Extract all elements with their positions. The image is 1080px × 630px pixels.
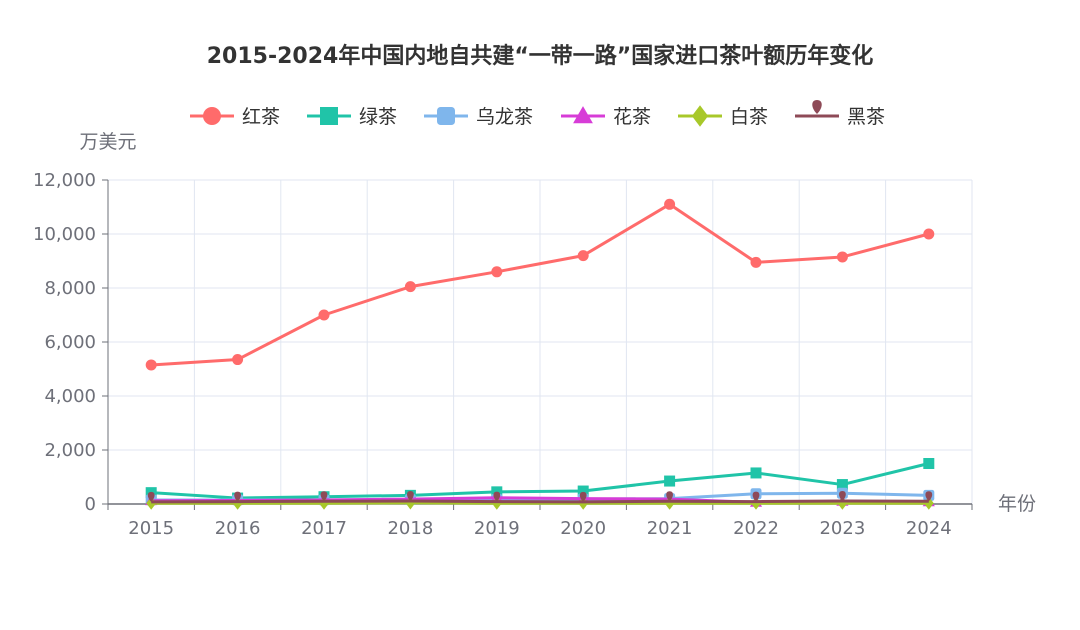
data-point (145, 359, 157, 371)
legend-item[interactable]: 白茶 (678, 105, 768, 128)
legend[interactable]: 红茶 绿茶 乌龙茶 花茶 白茶 黑茶 (190, 100, 885, 128)
data-point (923, 496, 934, 510)
data-point (491, 496, 502, 510)
data-point (579, 491, 587, 502)
y-tick-label: 0 (85, 494, 96, 515)
data-point (320, 491, 328, 502)
data-point (925, 491, 933, 502)
data-point (404, 281, 416, 293)
series-5 (147, 491, 933, 504)
legend-item[interactable]: 红茶 (190, 106, 280, 128)
y-tick-label: 2,000 (44, 440, 96, 461)
legend-triangle-icon (573, 106, 593, 124)
data-point (577, 250, 589, 262)
legend-item[interactable]: 绿茶 (307, 106, 397, 128)
series-layer (145, 198, 935, 510)
data-point (232, 354, 244, 366)
legend-square-icon (320, 107, 338, 125)
series-0 (145, 198, 935, 371)
grid (107, 179, 973, 504)
data-point (836, 251, 848, 263)
data-point (577, 485, 589, 497)
data-point (923, 228, 935, 240)
x-tick-label: 2017 (301, 518, 347, 539)
legend-item[interactable]: 黑茶 (795, 100, 885, 128)
series-line (151, 202, 930, 367)
x-tick-label: 2021 (647, 518, 693, 539)
x-tick-label: 2018 (387, 518, 433, 539)
x-tick-label: 2016 (215, 518, 261, 539)
data-point (664, 475, 676, 487)
legend-item[interactable]: 花茶 (561, 106, 651, 128)
legend-circle-icon (203, 107, 221, 125)
legend-item[interactable]: 乌龙茶 (424, 106, 533, 128)
data-point (750, 467, 762, 479)
legend-label: 红茶 (242, 106, 280, 128)
series-line (151, 462, 930, 500)
data-point (318, 309, 330, 321)
x-tick-label: 2022 (733, 518, 779, 539)
data-point (407, 491, 414, 502)
legend-roundRect-icon (437, 107, 455, 125)
data-point (234, 491, 241, 502)
data-point (751, 496, 761, 510)
data-point (836, 479, 848, 491)
y-tick-label: 12,000 (33, 170, 96, 191)
data-point (493, 491, 501, 502)
y-tick-label: 6,000 (44, 332, 96, 353)
data-point (147, 491, 155, 502)
data-point (839, 491, 846, 502)
legend-diamond-icon (691, 105, 709, 127)
x-tick-label: 2024 (906, 518, 952, 539)
x-tick-label: 2019 (474, 518, 520, 539)
y-tick-label: 10,000 (33, 224, 96, 245)
legend-label: 乌龙茶 (476, 106, 533, 128)
data-point (923, 458, 935, 469)
data-point (491, 266, 503, 278)
chart-title: 2015-2024年中国内地自共建“一带一路”国家进口茶叶额历年变化 (206, 44, 874, 69)
data-point (664, 198, 676, 210)
legend-label: 绿茶 (359, 106, 397, 128)
legend-label: 花茶 (613, 106, 651, 128)
x-tick-label: 2020 (560, 518, 606, 539)
legend-label: 白茶 (730, 106, 768, 128)
data-point (666, 491, 673, 502)
y-axis-label: 万美元 (79, 131, 136, 153)
x-tick-label: 2023 (819, 518, 865, 539)
x-tick-label: 2015 (128, 518, 174, 539)
legend-label: 黑茶 (847, 106, 885, 128)
data-point (146, 496, 157, 510)
legend-pin-icon (812, 100, 822, 114)
data-point (750, 256, 762, 268)
data-point (752, 491, 760, 502)
y-tick-label: 4,000 (44, 386, 96, 407)
y-tick-label: 8,000 (44, 278, 96, 299)
x-axis-label: 年份 (998, 493, 1036, 515)
data-point (232, 496, 243, 510)
series-line (151, 499, 929, 504)
